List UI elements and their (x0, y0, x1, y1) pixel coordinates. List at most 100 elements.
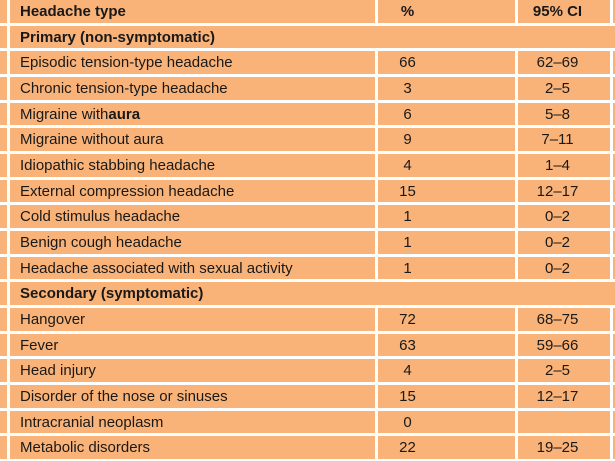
column-header-ci: 95% CI (518, 0, 610, 23)
right-edge-sliver (613, 205, 615, 229)
table-row: Episodic tension-type headache 66 62–69 (0, 51, 615, 75)
right-edge-sliver (613, 385, 615, 408)
left-edge-sliver (0, 77, 7, 100)
percent-value: 1 (378, 256, 515, 280)
ci-value: 7–11 (518, 128, 610, 152)
percent-value: 15 (378, 385, 515, 408)
row-label-cell: Migraine without aura (10, 128, 375, 152)
ci-value: 2–5 (518, 359, 610, 383)
table-row: Disorder of the nose or sinuses 15 12–17 (0, 385, 615, 408)
row-label: Disorder of the nose or sinuses (20, 387, 228, 405)
left-edge-sliver (0, 0, 7, 23)
percent-value: 4 (378, 359, 515, 383)
row-label: Hangover (20, 310, 86, 328)
right-edge-sliver (613, 0, 615, 23)
table-row: Metabolic disorders 22 19–25 (0, 436, 615, 460)
row-label-cell: Episodic tension-type headache (10, 51, 375, 75)
section-header-row: Primary (non-symptomatic) (0, 25, 615, 49)
row-label-cell: Metabolic disorders (10, 436, 375, 460)
table-row: Head injury 4 2–5 (0, 359, 615, 383)
table-row: Migraine without aura 9 7–11 (0, 128, 615, 152)
left-edge-sliver (0, 308, 7, 331)
percent-value: 1 (378, 205, 515, 229)
left-edge-sliver (0, 385, 7, 408)
left-edge-sliver (0, 410, 7, 434)
percent-value: 72 (378, 308, 515, 331)
right-edge-sliver (613, 333, 615, 357)
percent-value: 1 (378, 231, 515, 254)
row-label: Benign cough headache (20, 233, 182, 251)
row-label-cell: Fever (10, 333, 375, 357)
table-row: Headache associated with sexual activity… (0, 256, 615, 280)
ci-value: 19–25 (518, 436, 610, 460)
percent-value: 6 (378, 102, 515, 126)
right-edge-sliver (613, 179, 615, 203)
left-edge-sliver (0, 25, 7, 49)
table-row: Fever 63 59–66 (0, 333, 615, 357)
row-label: Migraine without aura (20, 131, 164, 149)
right-edge-sliver (613, 51, 615, 75)
right-edge-sliver (613, 77, 615, 100)
ci-value: 59–66 (518, 333, 610, 357)
left-edge-sliver (0, 154, 7, 177)
row-label-cell: External compression headache (10, 179, 375, 203)
ci-value: 0–2 (518, 205, 610, 229)
right-edge-sliver (613, 128, 615, 152)
ci-value: 62–69 (518, 51, 610, 75)
row-label: Intracranial neoplasm (20, 413, 164, 431)
row-label: Cold stimulus headache (20, 208, 181, 226)
left-edge-sliver (0, 256, 7, 280)
right-edge-sliver (613, 359, 615, 383)
left-edge-sliver (0, 333, 7, 357)
row-label-cell: Hangover (10, 308, 375, 331)
percent-value: 22 (378, 436, 515, 460)
ci-value: 68–75 (518, 308, 610, 331)
row-label: Fever (20, 336, 59, 354)
row-label: Episodic tension-type headache (20, 54, 233, 72)
table-row: Cold stimulus headache 1 0–2 (0, 205, 615, 229)
left-edge-sliver (0, 128, 7, 152)
ci-value: 12–17 (518, 179, 610, 203)
left-edge-sliver (0, 179, 7, 203)
row-label-cell: Idiopathic stabbing headache (10, 154, 375, 177)
row-label: Migraine with (20, 105, 109, 123)
left-edge-sliver (0, 205, 7, 229)
row-label-cell: Migraine with aura (10, 102, 375, 126)
percent-value: 3 (378, 77, 515, 100)
table-row: External compression headache 15 12–17 (0, 179, 615, 203)
right-edge-sliver (613, 308, 615, 331)
section-title: Primary (non-symptomatic) (10, 25, 615, 49)
right-edge-sliver (613, 436, 615, 460)
row-label-emphasis: aura (108, 105, 141, 123)
right-edge-sliver (613, 231, 615, 254)
ci-value: 2–5 (518, 77, 610, 100)
table-header-row: Headache type % 95% CI (0, 0, 615, 23)
row-label-cell: Cold stimulus headache (10, 205, 375, 229)
table-row: Migraine with aura 6 5–8 (0, 102, 615, 126)
section-header-row: Secondary (symptomatic) (0, 282, 615, 306)
percent-value: 4 (378, 154, 515, 177)
percent-value: 0 (378, 410, 515, 434)
table-row: Hangover 72 68–75 (0, 308, 615, 331)
percent-value: 15 (378, 179, 515, 203)
row-label-cell: Headache associated with sexual activity (10, 256, 375, 280)
ci-value: 0–2 (518, 256, 610, 280)
ci-value: 0–2 (518, 231, 610, 254)
right-edge-sliver (613, 410, 615, 434)
left-edge-sliver (0, 359, 7, 383)
column-header-headache-type: Headache type (10, 0, 375, 23)
row-label-cell: Disorder of the nose or sinuses (10, 385, 375, 408)
right-edge-sliver (613, 154, 615, 177)
percent-value: 63 (378, 333, 515, 357)
right-edge-sliver (613, 256, 615, 280)
left-edge-sliver (0, 102, 7, 126)
section-title: Secondary (symptomatic) (10, 282, 615, 306)
percent-value: 9 (378, 128, 515, 152)
row-label: Headache associated with sexual activity (20, 259, 293, 277)
row-label: Chronic tension-type headache (20, 79, 228, 97)
table-row: Idiopathic stabbing headache 4 1–4 (0, 154, 615, 177)
table-row: Chronic tension-type headache 3 2–5 (0, 77, 615, 100)
ci-value: 1–4 (518, 154, 610, 177)
left-edge-sliver (0, 436, 7, 460)
